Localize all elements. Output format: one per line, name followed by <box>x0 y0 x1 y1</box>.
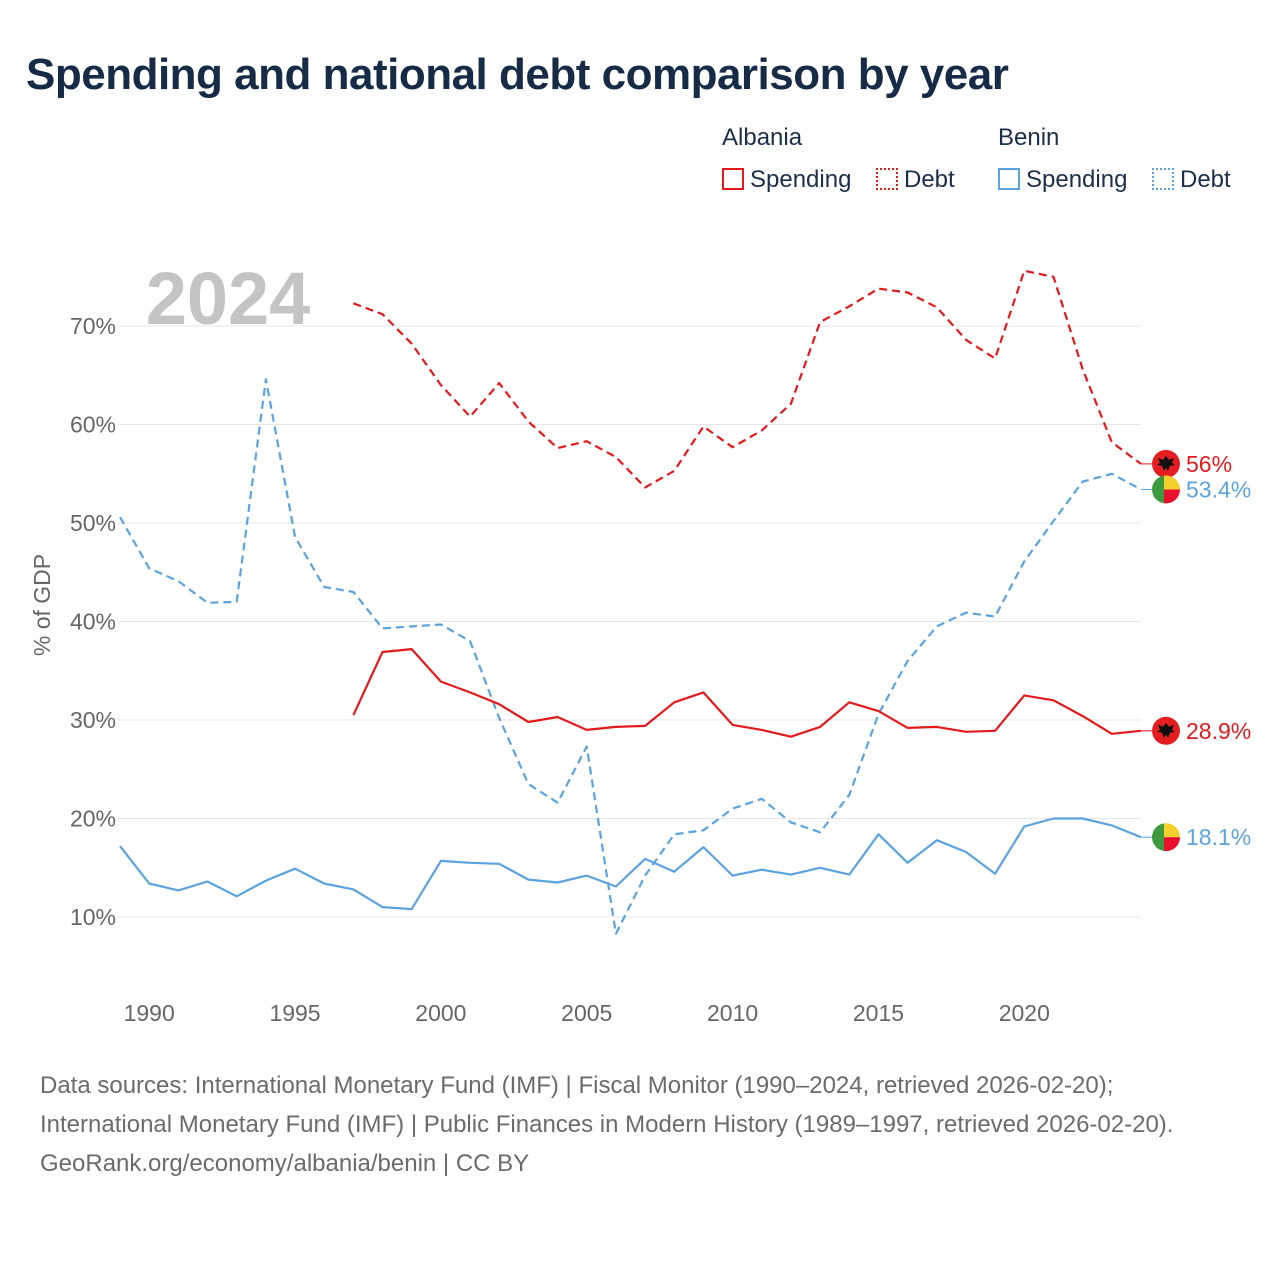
end-value-label: 53.4% <box>1186 477 1251 503</box>
flag-red <box>1164 837 1180 852</box>
y-tick-label: 20% <box>70 806 116 832</box>
flag-yellow <box>1164 475 1180 490</box>
dotted-line-swatch-icon <box>876 168 898 190</box>
flag-yellow <box>1164 823 1180 838</box>
solid-line-swatch-icon <box>998 168 1020 190</box>
legend-label: Spending <box>1026 166 1128 193</box>
x-tick-label: 2015 <box>853 1000 904 1026</box>
flag-body <box>1152 475 1180 504</box>
series-benin-spending[interactable] <box>119 817 1142 911</box>
legend-group-albania: Albania Spending Debt <box>722 124 955 193</box>
credit-link[interactable]: GeoRank.org/economy/albania/benin | CC B… <box>40 1150 530 1177</box>
albania-flag-icon <box>1141 716 1180 745</box>
y-axis-ticks: 10% 20% 30% 40% 50% 60% 70% <box>70 313 116 930</box>
x-tick-label: 1995 <box>269 1000 320 1026</box>
legend-group-title: Albania <box>722 124 803 151</box>
data-sources: Data sources: International Monetary Fun… <box>40 1072 1174 1138</box>
series-albania-spending[interactable] <box>352 648 1142 738</box>
end-value-label: 28.9% <box>1186 718 1251 744</box>
eagle-emblem <box>1157 722 1175 738</box>
flag-red <box>1164 489 1180 504</box>
gridlines <box>118 325 1141 918</box>
benin-flag-icon <box>1141 823 1180 852</box>
flag-body <box>1152 823 1180 852</box>
x-tick-label: 2010 <box>707 1000 758 1026</box>
benin-flag-icon <box>1141 475 1180 504</box>
y-axis-label: % of GDP <box>29 554 55 656</box>
legend-label: Spending <box>750 166 852 193</box>
y-tick-label: 10% <box>70 904 116 930</box>
x-axis-ticks: 1990 1995 2000 2005 2010 2015 2020 <box>124 1000 1050 1026</box>
series-albania-debt[interactable] <box>353 269 1142 489</box>
legend-label: Debt <box>1180 166 1231 193</box>
legend-group-benin: Benin Spending Debt <box>998 124 1231 193</box>
series-lines <box>119 269 1142 935</box>
y-tick-label: 50% <box>70 510 116 536</box>
x-tick-label: 2005 <box>561 1000 612 1026</box>
year-watermark: 2024 <box>146 257 311 340</box>
end-labels: 56%53.4% 28.9% 18.1% <box>1141 449 1251 852</box>
end-value-label: 18.1% <box>1186 824 1251 850</box>
x-tick-label: 1990 <box>124 1000 175 1026</box>
legend-label: Debt <box>904 166 955 193</box>
legend-item-benin-debt[interactable]: Debt <box>1152 166 1231 194</box>
y-tick-label: 40% <box>70 609 116 635</box>
solid-line-swatch-icon <box>722 168 744 190</box>
x-tick-label: 2000 <box>415 1000 466 1026</box>
legend-item-albania-spending[interactable]: Spending <box>722 166 851 194</box>
flag-green <box>1152 823 1164 852</box>
flag-green <box>1152 475 1164 504</box>
end-value-label: 56% <box>1186 451 1232 477</box>
dotted-line-swatch-icon <box>1152 168 1174 190</box>
legend-item-albania-debt[interactable]: Debt <box>876 166 955 194</box>
albania-flag-icon <box>1141 449 1180 478</box>
series-benin-debt[interactable] <box>119 378 1142 935</box>
line-chart: 2024 % of GDP 10% 20% 30% 40% 50% 60% 70% 1990… <box>29 257 1251 1026</box>
y-tick-label: 60% <box>70 412 116 438</box>
legend: Albania Spending Debt Benin Spending Deb… <box>722 124 1262 204</box>
x-tick-label: 2020 <box>999 1000 1050 1026</box>
legend-group-title: Benin <box>998 124 1060 151</box>
chart-title: Spending and national debt comparison by… <box>26 50 1009 99</box>
y-tick-label: 30% <box>70 707 116 733</box>
footer: Data sources: International Monetary Fun… <box>40 1066 1240 1183</box>
legend-item-benin-spending[interactable]: Spending <box>998 166 1127 194</box>
eagle-emblem <box>1157 455 1175 471</box>
y-tick-label: 70% <box>70 313 116 339</box>
